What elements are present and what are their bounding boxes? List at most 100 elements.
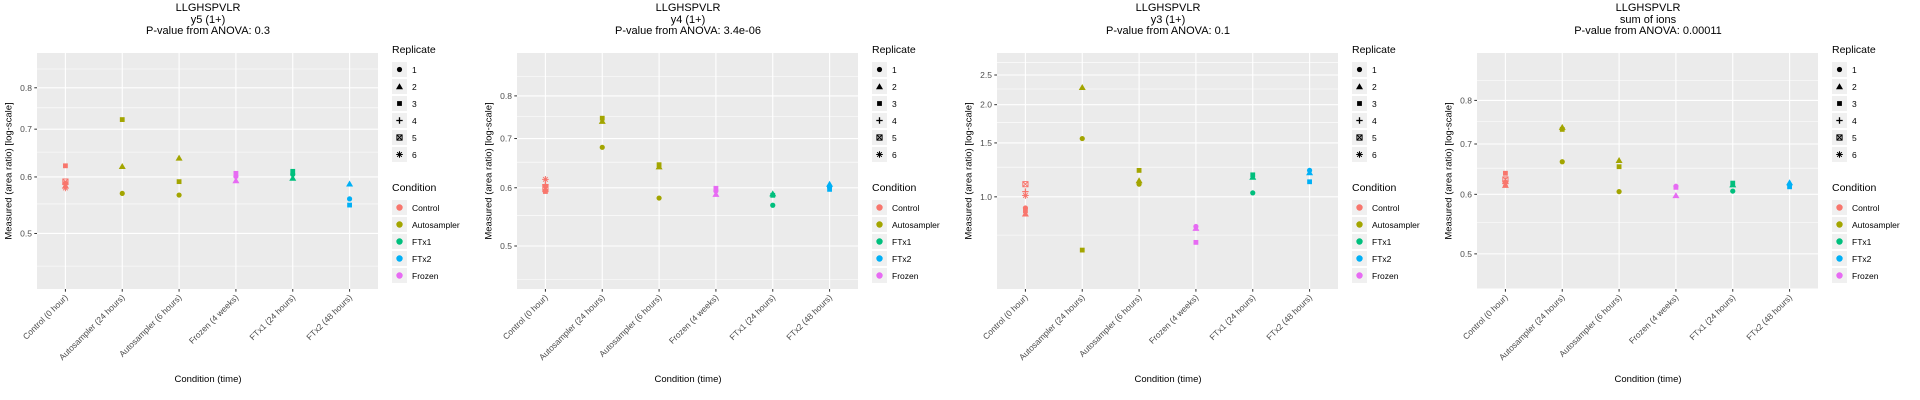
y-tick-label: 0.8 [20,83,32,93]
replicate-legend-item-5-glyph [396,134,403,141]
data-point [290,171,296,177]
panel-y5: LLGHSPVLR y5 (1+) P-value from ANOVA: 0.… [0,0,480,400]
condition-legend-item-ftx2-label: FTx2 [1372,253,1392,264]
replicate-legend-item-1-key-icon [392,62,407,77]
replicate-legend-item-3-label: 3 [412,98,417,109]
replicate-legend-item-4-label: 4 [412,115,417,126]
data-point [827,186,832,192]
ion-subtitle: sum of ions [1619,13,1677,26]
x-tick-label: Frozen (4 weeks) [667,292,721,346]
replicate-legend-item-2: 2 [1832,78,1920,95]
condition-color-dot [876,221,883,228]
replicate-legend-item-6-key-icon [392,147,407,162]
condition-legend-item-autosampler: Autosampler [872,216,960,233]
peptide-title: LLGHSPVLR [175,2,241,14]
replicate-legend-item-6-key-icon [872,147,887,162]
replicate-legend-item-1-key-icon [1352,62,1367,77]
replicate-legend-item-5-key-icon [872,130,887,145]
condition-legend-item-autosampler-glyph [1836,221,1843,228]
replicate-legend-item-5: 5 [392,129,480,146]
panel-sum-of-ions: LLGHSPVLR sum of ions P-value from ANOVA… [1440,0,1920,400]
condition-color-dot [396,255,403,262]
replicate-legend-item-4-key-icon [1832,113,1847,128]
plot-area: 0.5 0.6 0.7 0.8 Control (0 hour) Autosampler … [500,53,858,362]
data-point [876,151,883,158]
x-tick-label: Autosampler (6 hours) [1077,292,1144,359]
condition-legend-item-ftx1-label: FTx1 [1852,236,1872,247]
panel-background [997,53,1338,289]
y-tick-label: 0.8 [500,91,512,101]
condition-legend-item-frozen: Frozen [392,267,480,284]
condition-legend-item-control-label: Control [1372,202,1400,213]
replicate-legend-item-3-label: 3 [1852,98,1857,109]
condition-legend-item-ftx1-glyph [1836,238,1843,245]
replicate-legend-item-3-label: 3 [892,98,897,109]
data-point [176,192,182,198]
data-point [1306,169,1314,176]
data-point [543,189,548,194]
peptide-title: LLGHSPVLR [655,2,721,14]
anova-pvalue: P-value from ANOVA: 0.00011 [1574,25,1722,37]
replicate-legend-item-3-key-icon [872,96,887,111]
condition-legend-item-ftx2-glyph [1836,255,1843,262]
replicate-legend-item-3-glyph [397,101,402,106]
ion-subtitle: y3 (1+) [1150,13,1186,26]
y-tick-label: 0.6 [500,183,512,193]
data-point [1192,224,1200,231]
condition-legend-item-autosampler-key-icon [392,217,407,232]
data-point [1250,190,1256,196]
data-point [1787,184,1792,190]
condition-color-dot [1836,238,1843,245]
replicate-legend-item-2-label: 2 [412,81,417,92]
x-tick-label: FTx2 (48 hours) [1744,292,1794,342]
y-tick-label: 0.8 [1460,95,1472,105]
data-point [1022,181,1029,188]
replicate-legend-title: Replicate [1352,44,1396,56]
data-point [1616,164,1622,170]
condition-legend-item-control-key-icon [872,200,887,215]
condition-legend-item-autosampler-key-icon [1832,217,1847,232]
legend: Replicate 1 2 3 4 5 6 Condition Control Autosampl… [392,44,480,284]
replicate-legend-item-2-key-icon [1832,79,1847,94]
condition-legend-item-frozen: Frozen [1832,267,1920,284]
condition-legend-item-control: Control [1832,199,1920,216]
condition-color-dot [1356,255,1363,262]
condition-color-dot [396,221,403,228]
data-point [1729,181,1737,188]
data-point [397,101,402,106]
data-point [290,168,296,174]
y-tick-label: 1.5 [980,138,992,148]
condition-legend-item-autosampler-label: Autosampler [1372,219,1420,230]
y-tick-label: 2.0 [980,100,992,110]
x-axis-title: Condition (time) [1614,374,1682,385]
condition-legend-title: Condition [1832,182,1877,194]
y-tick-label: 0.7 [20,124,32,134]
condition-legend-item-frozen: Frozen [872,267,960,284]
condition-legend-item-ftx1-glyph [1356,238,1363,245]
condition-legend-item-autosampler-glyph [1356,221,1363,228]
data-point [712,190,720,197]
peptide-title: LLGHSPVLR [1615,2,1681,14]
condition-legend-item-ftx2-key-icon [392,251,407,266]
replicate-legend-item-6-key-icon [1352,147,1367,162]
data-point [175,154,183,161]
condition-legend-item-ftx2: FTx2 [392,250,480,267]
replicate-legend-item-2-glyph [396,83,403,90]
condition-legend-item-ftx2-glyph [876,255,883,262]
data-point [63,163,68,169]
condition-legend-item-control-glyph [1356,204,1363,211]
data-point [346,180,354,187]
data-point [655,163,663,170]
replicate-legend-item-6: 6 [872,146,960,163]
replicate-legend-item-2-key-icon [1352,79,1367,94]
condition-legend-item-ftx1: FTx1 [1352,233,1440,250]
replicate-legend-item-4: 4 [392,112,480,129]
replicate-legend-item-1: 1 [392,61,480,78]
condition-legend-item-ftx1-glyph [876,238,883,245]
panel-y3: LLGHSPVLR y3 (1+) P-value from ANOVA: 0.… [960,0,1440,400]
condition-legend-title: Condition [392,182,437,194]
x-tick-label: Frozen (4 weeks) [187,292,241,346]
condition-color-dot [876,255,883,262]
condition-legend-item-frozen-glyph [1836,272,1843,279]
x-tick-label: FTx2 (48 hours) [304,292,354,342]
